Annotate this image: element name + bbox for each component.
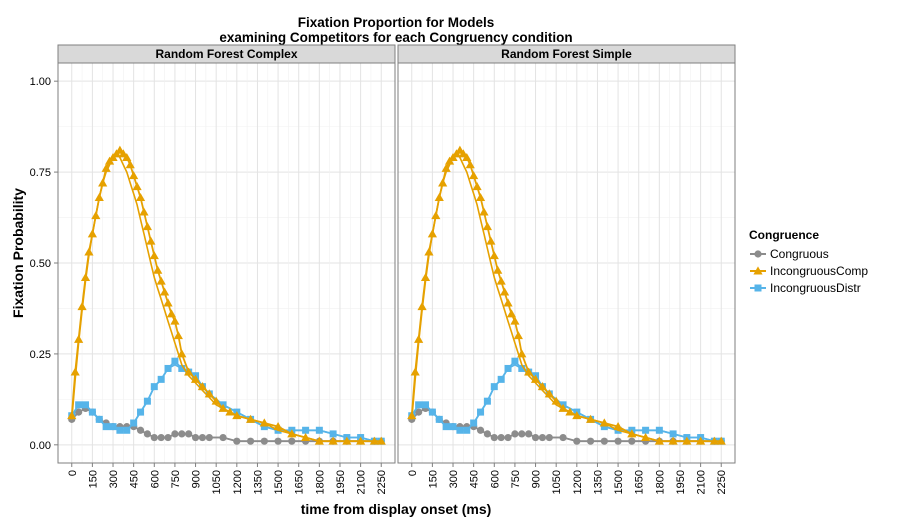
chart-subtitle: examining Competitors for each Congruenc… <box>219 30 572 45</box>
x-axis-2: 0 150 300 450 600 750 900 1050 1200 1350 1500 1650 1… <box>407 463 728 494</box>
chart-title: Fixation Proportion for Models <box>298 15 495 30</box>
legend-marker <box>754 284 762 292</box>
x-tick-label: 300 <box>448 470 460 488</box>
strip-label: Random Forest Complex <box>155 47 297 61</box>
x-tick-label: 900 <box>191 470 203 488</box>
legend-item-incongruouscomp: IncongruousComp <box>750 264 868 278</box>
fit-line <box>71 152 382 442</box>
series-incongruouscomp <box>407 145 726 445</box>
y-axis: 0.00 0.25 0.50 0.75 1.00 <box>30 76 58 452</box>
x-tick-label: 1350 <box>592 470 604 494</box>
legend: Congruence Congruous IncongruousComp Incon… <box>749 228 868 295</box>
y-tick-label: 0.75 <box>30 167 51 179</box>
x-tick-label: 1800 <box>654 470 666 494</box>
x-tick-label: 1350 <box>252 470 264 494</box>
legend-title: Congruence <box>749 228 819 242</box>
x-tick-label: 750 <box>170 470 182 488</box>
legend-marker <box>754 250 762 258</box>
x-tick-label: 2250 <box>716 470 728 494</box>
x-tick-label: 1650 <box>294 470 306 494</box>
panel-border <box>397 62 736 464</box>
legend-item-congruous: Congruous <box>750 247 829 261</box>
x-tick-label: 2100 <box>356 470 368 494</box>
legend-label: IncongruousComp <box>770 264 868 278</box>
x-tick-label: 1500 <box>273 470 285 494</box>
x-tick-label: 2100 <box>696 470 708 494</box>
legend-marker <box>753 266 763 275</box>
strip-label: Random Forest Simple <box>501 47 632 61</box>
y-tick-label: 1.00 <box>30 76 51 88</box>
x-tick-label: 1800 <box>314 470 326 494</box>
x-tick-label: 1200 <box>232 470 244 494</box>
y-tick-label: 0.50 <box>30 258 51 270</box>
legend-label: Congruous <box>770 247 829 261</box>
x-tick-label: 450 <box>129 470 141 488</box>
x-axes: 0 150 300 450 600 750 900 1050 1200 1350 1500 1650 1… <box>67 463 728 494</box>
x-tick-label: 600 <box>489 470 501 488</box>
x-tick-label: 150 <box>427 470 439 488</box>
series-layer <box>407 145 726 445</box>
legend-items: Congruous IncongruousComp IncongruousDistr <box>750 247 868 295</box>
x-tick-label: 750 <box>510 470 522 488</box>
x-tick-label: 900 <box>531 470 543 488</box>
gridlines <box>398 63 735 463</box>
y-tick-label: 0.00 <box>30 440 51 452</box>
x-tick-label: 1650 <box>634 470 646 494</box>
x-tick-label: 450 <box>469 470 481 488</box>
y-axis-title: Fixation Probability <box>10 188 26 318</box>
x-tick-label: 1500 <box>613 470 625 494</box>
y-tick-label: 0.25 <box>30 349 51 361</box>
legend-item-incongruousdistr: IncongruousDistr <box>750 281 861 295</box>
legend-label: IncongruousDistr <box>770 281 861 295</box>
series-layer <box>67 145 386 445</box>
x-tick-label: 150 <box>87 470 99 488</box>
x-tick-label: 1950 <box>675 470 687 494</box>
x-tick-label: 0 <box>407 470 419 476</box>
x-tick-label: 2250 <box>376 470 388 494</box>
x-tick-label: 1200 <box>572 470 584 494</box>
x-tick-label: 1050 <box>551 470 563 494</box>
series-incongruouscomp <box>67 145 386 445</box>
x-tick-label: 1050 <box>211 470 223 494</box>
data-point <box>376 436 386 445</box>
panel-2: Random Forest Simple <box>397 44 736 464</box>
x-tick-label: 1950 <box>335 470 347 494</box>
x-tick-label: 300 <box>108 470 120 488</box>
x-tick-label: 600 <box>149 470 161 488</box>
x-axis-1: 0 150 300 450 600 750 900 1050 1200 1350 1500 1650 1… <box>67 463 388 494</box>
data-point <box>716 436 726 445</box>
x-tick-label: 0 <box>67 470 79 476</box>
x-axis-title: time from display onset (ms) <box>301 501 492 517</box>
panels: Random Forest Complex Random Forest Simpl… <box>57 44 736 464</box>
fit-line <box>411 152 722 442</box>
gridlines <box>58 63 395 463</box>
panel-1: Random Forest Complex <box>57 44 396 464</box>
